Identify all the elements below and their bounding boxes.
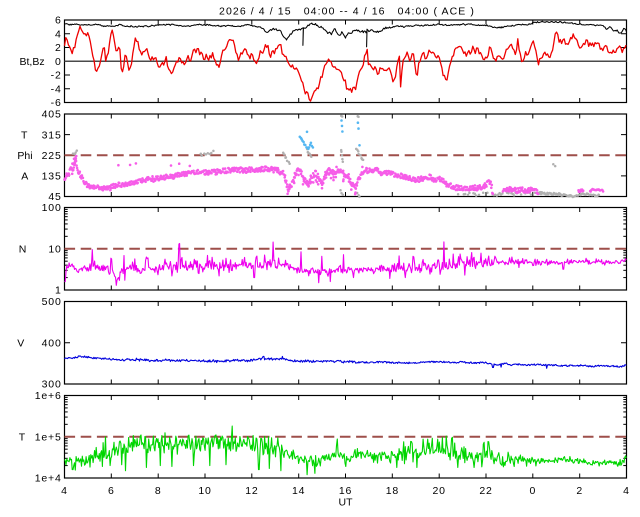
svg-text:-2: -2 bbox=[51, 70, 62, 82]
svg-text:V: V bbox=[17, 337, 24, 349]
svg-text:4: 4 bbox=[61, 485, 68, 497]
svg-text:1e+4: 1e+4 bbox=[35, 473, 62, 485]
svg-text:2: 2 bbox=[576, 485, 583, 497]
svg-text:10: 10 bbox=[198, 485, 211, 497]
svg-text:4: 4 bbox=[55, 28, 62, 40]
svg-text:1e+5: 1e+5 bbox=[35, 431, 62, 443]
svg-text:T: T bbox=[21, 129, 28, 141]
svg-text:500: 500 bbox=[42, 296, 62, 308]
svg-text:10: 10 bbox=[48, 243, 61, 255]
svg-text:315: 315 bbox=[42, 129, 62, 141]
svg-text:405: 405 bbox=[42, 109, 62, 121]
svg-text:A: A bbox=[21, 171, 28, 183]
svg-text:22: 22 bbox=[479, 485, 492, 497]
svg-text:N: N bbox=[19, 243, 27, 255]
svg-text:T: T bbox=[19, 431, 26, 443]
svg-text:2026 / 4 / 15 04:00 -- 4 /: 2026 / 4 / 15 04:00 -- 4 / 16 04:00 ( AC… bbox=[219, 5, 475, 17]
svg-text:225: 225 bbox=[42, 150, 62, 162]
svg-text:20: 20 bbox=[433, 485, 446, 497]
svg-text:Phi: Phi bbox=[17, 150, 32, 162]
svg-text:135: 135 bbox=[42, 171, 62, 183]
svg-text:300: 300 bbox=[42, 379, 62, 391]
svg-text:-4: -4 bbox=[51, 83, 62, 95]
svg-text:0: 0 bbox=[530, 485, 537, 497]
svg-text:1: 1 bbox=[55, 285, 62, 297]
svg-text:6: 6 bbox=[55, 15, 62, 27]
svg-text:400: 400 bbox=[42, 337, 62, 349]
svg-text:6: 6 bbox=[108, 485, 115, 497]
svg-text:8: 8 bbox=[155, 485, 162, 497]
svg-text:-6: -6 bbox=[51, 97, 62, 109]
svg-text:100: 100 bbox=[42, 202, 62, 214]
svg-text:45: 45 bbox=[48, 191, 61, 203]
svg-text:14: 14 bbox=[292, 485, 305, 497]
svg-text:18: 18 bbox=[386, 485, 399, 497]
svg-text:UT: UT bbox=[339, 497, 354, 509]
svg-text:1e+6: 1e+6 bbox=[35, 390, 62, 402]
svg-text:4: 4 bbox=[623, 485, 630, 497]
svg-text:0: 0 bbox=[55, 56, 62, 68]
svg-text:12: 12 bbox=[245, 485, 258, 497]
svg-text:2: 2 bbox=[55, 42, 62, 54]
svg-text:16: 16 bbox=[339, 485, 352, 497]
svg-text:Bt,Bz: Bt,Bz bbox=[20, 56, 45, 68]
